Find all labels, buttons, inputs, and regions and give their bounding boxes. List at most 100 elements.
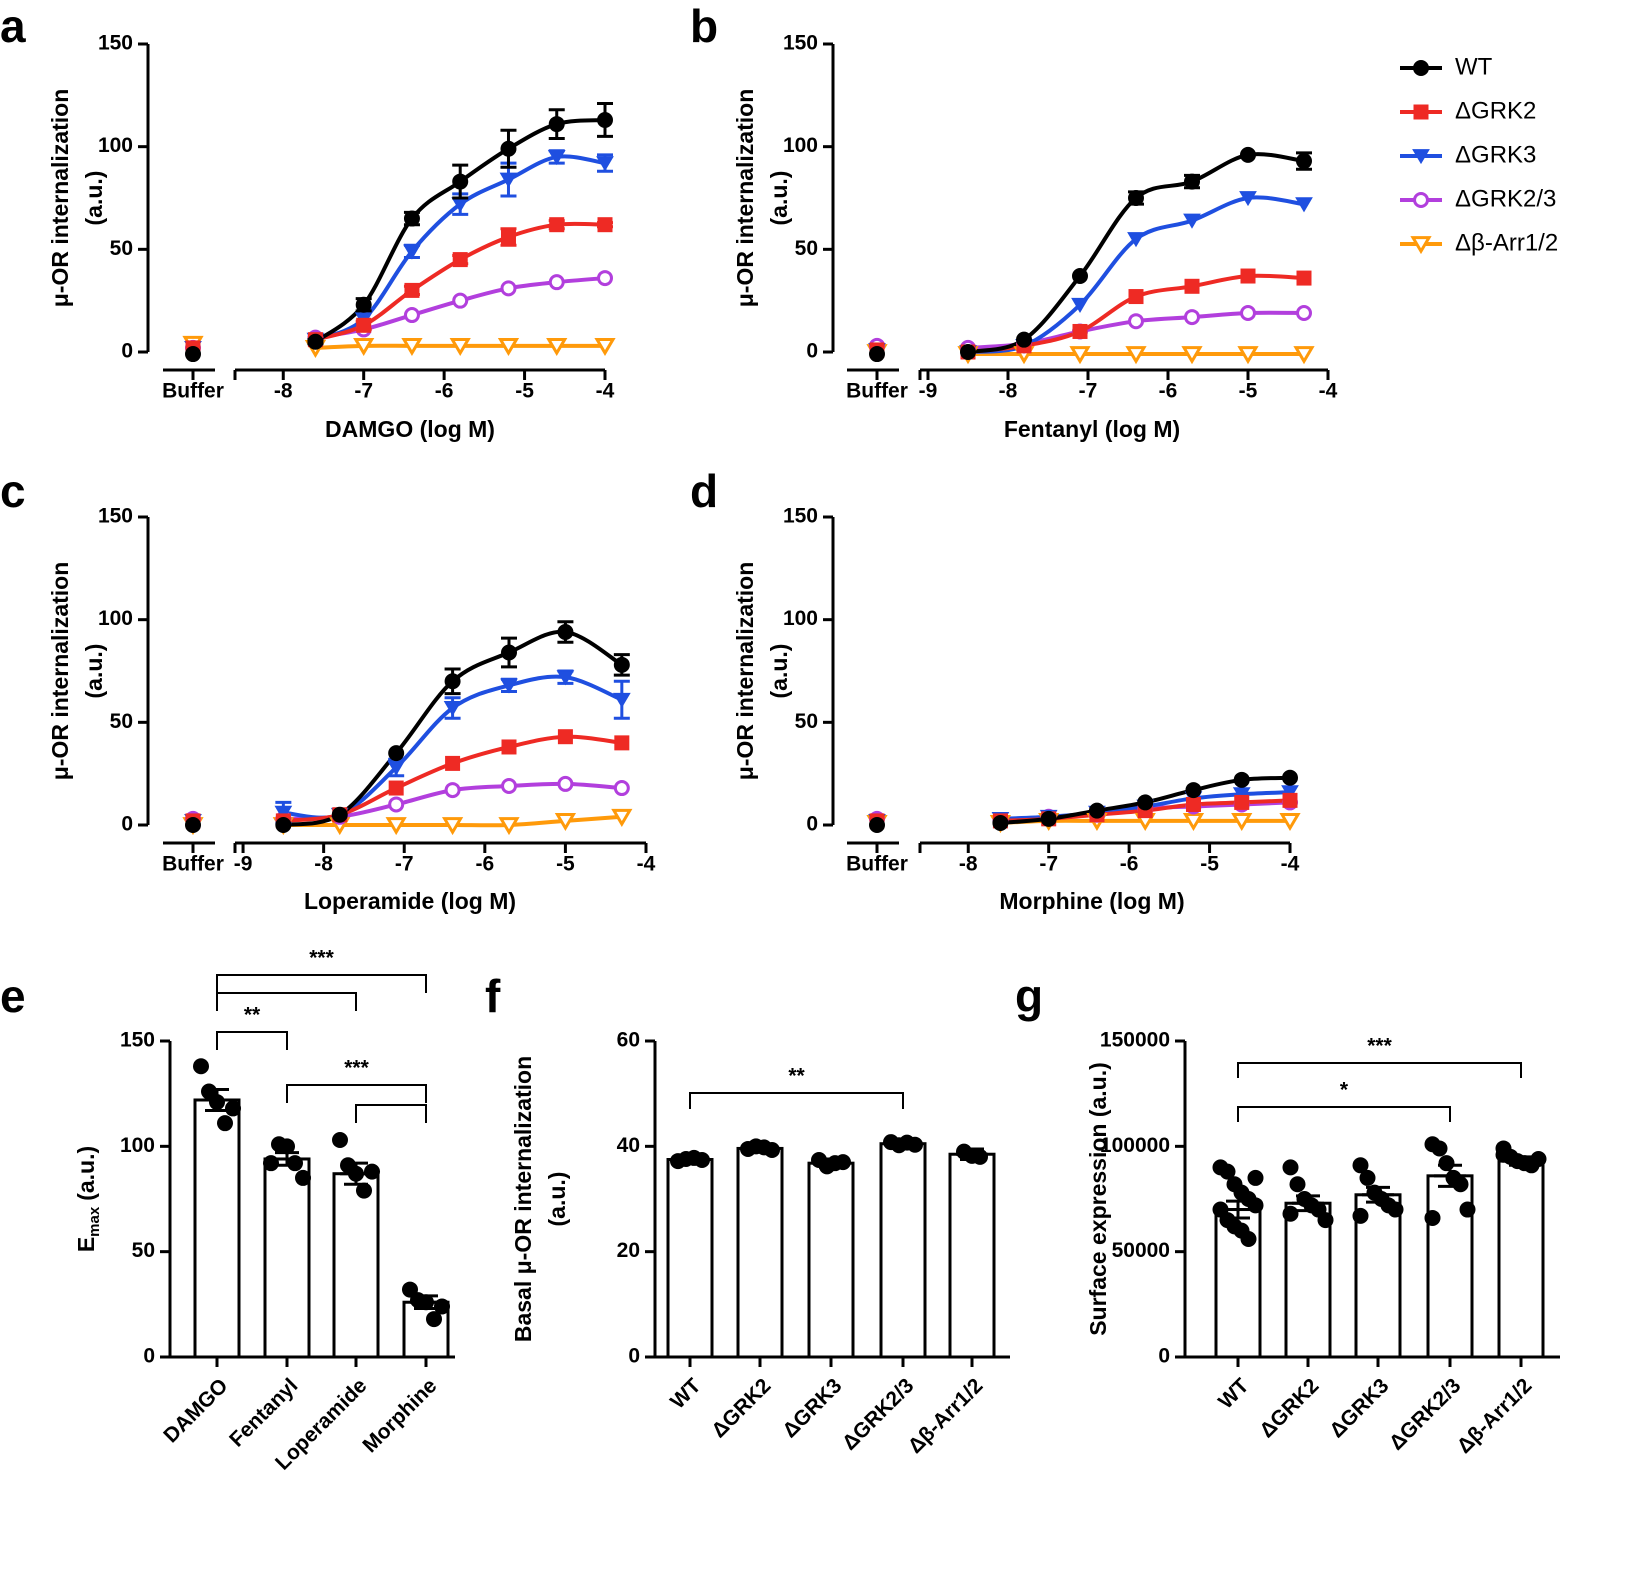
data-point	[596, 156, 614, 172]
data-point	[1184, 278, 1200, 294]
data-point	[501, 644, 517, 661]
legend-marker	[1410, 236, 1432, 255]
data-point	[1069, 346, 1091, 365]
x-tick-label: -9	[234, 853, 253, 876]
y-tick-label: 100000	[1100, 1134, 1170, 1157]
y-tick-label: 150000	[1100, 1029, 1170, 1052]
y-tick-label: 20	[617, 1239, 640, 1262]
data-point	[1438, 1155, 1455, 1172]
error-bar	[201, 1087, 233, 1113]
y-axis-label: μ-OR internalization	[47, 562, 73, 781]
data-point	[546, 337, 568, 356]
data-point	[597, 217, 613, 233]
data-point	[1128, 313, 1144, 330]
x-tick-label: WT	[666, 1374, 705, 1413]
panel-letter: c	[0, 465, 26, 517]
bar	[807, 1161, 855, 1359]
data-point	[548, 116, 565, 133]
data-point	[972, 1148, 988, 1165]
data-point	[331, 806, 348, 823]
x-tick-label: -4	[1281, 853, 1300, 876]
error-bar	[887, 1140, 919, 1148]
data-point	[275, 817, 292, 833]
y-tick-label: 50	[110, 237, 133, 260]
data-point	[1128, 289, 1144, 305]
x-tick-label: Δβ-Arr1/2	[1453, 1374, 1537, 1458]
data-point	[1387, 1201, 1404, 1218]
data-point	[1240, 268, 1256, 284]
error-bar	[410, 1294, 442, 1311]
data-point	[1072, 323, 1088, 339]
legend-label: ΔGRK2	[1455, 97, 1536, 124]
data-point	[597, 270, 613, 287]
data-point	[1184, 173, 1200, 190]
x-tick-label: -7	[395, 853, 414, 876]
data-point	[364, 1163, 380, 1180]
data-point	[295, 1169, 311, 1186]
data-point	[217, 1115, 233, 1132]
y-tick-label: 0	[628, 1345, 640, 1368]
data-point	[307, 333, 324, 350]
data-point	[193, 1058, 209, 1075]
y-tick-label: 100	[120, 1134, 155, 1157]
data-point	[1239, 191, 1257, 207]
y-axis-label: Basal μ-OR internalization	[510, 1056, 536, 1342]
bar	[666, 1158, 714, 1359]
y-tick-label: 150	[120, 1029, 155, 1052]
data-point	[445, 755, 461, 771]
data-point	[274, 805, 293, 821]
x-tick-label: -7	[1039, 853, 1058, 876]
panel-letter: e	[0, 970, 26, 1022]
y-axis-label-part: (a.u.)	[73, 1146, 99, 1201]
x-axis-label: DAMGO (log M)	[325, 416, 495, 442]
data-point	[1452, 1176, 1469, 1193]
data-point	[1317, 1212, 1334, 1229]
significance-bracket	[286, 1084, 427, 1103]
data-point	[403, 244, 421, 260]
data-point	[444, 782, 461, 799]
significance-label: ***	[309, 947, 334, 970]
x-tick-label: -4	[637, 853, 656, 876]
data-point	[443, 701, 462, 717]
data-point	[501, 739, 517, 755]
data-point	[1359, 1169, 1376, 1186]
data-point	[452, 173, 469, 190]
data-point	[1219, 1163, 1236, 1180]
significance-label: ***	[1367, 1035, 1392, 1058]
data-point	[1296, 153, 1312, 170]
data-point	[547, 150, 566, 166]
y-tick-label: 100	[98, 134, 133, 157]
significance-bracket	[216, 1031, 288, 1050]
data-point	[1182, 812, 1205, 832]
data-point	[225, 1100, 241, 1117]
x-tick-label: -8	[314, 853, 333, 876]
data-point	[992, 814, 1009, 831]
data-point	[1185, 796, 1201, 812]
x-tick-label: ΔGRK2	[1255, 1374, 1323, 1442]
x-tick-label: -6	[435, 380, 454, 403]
legend-marker	[1413, 192, 1429, 208]
x-tick-label: -5	[1239, 380, 1258, 403]
legend-marker	[1413, 104, 1429, 120]
y-tick-label: 0	[143, 1345, 155, 1368]
y-axis-label: μ-OR internalization	[732, 89, 758, 308]
y-tick-label: 50	[132, 1239, 155, 1262]
panel-letter: d	[690, 465, 718, 517]
y-axis-label: μ-OR internalization	[732, 562, 758, 781]
x-tick-label: -8	[999, 380, 1018, 403]
bar	[332, 1172, 380, 1359]
data-point	[1295, 197, 1313, 213]
y-axis-label: Surface expression (a.u.)	[1085, 1062, 1111, 1336]
data-point	[401, 337, 423, 356]
data-point	[1234, 794, 1250, 810]
x-tick-label: DAMGO	[159, 1374, 232, 1447]
data-point	[403, 210, 420, 227]
data-point	[500, 229, 516, 245]
data-point	[1296, 304, 1312, 321]
significance-label: **	[788, 1065, 805, 1088]
x-tick-label: -5	[515, 380, 534, 403]
legend-label: ΔGRK2/3	[1455, 185, 1556, 212]
panel-letter: a	[0, 0, 26, 52]
data-point	[452, 292, 469, 309]
